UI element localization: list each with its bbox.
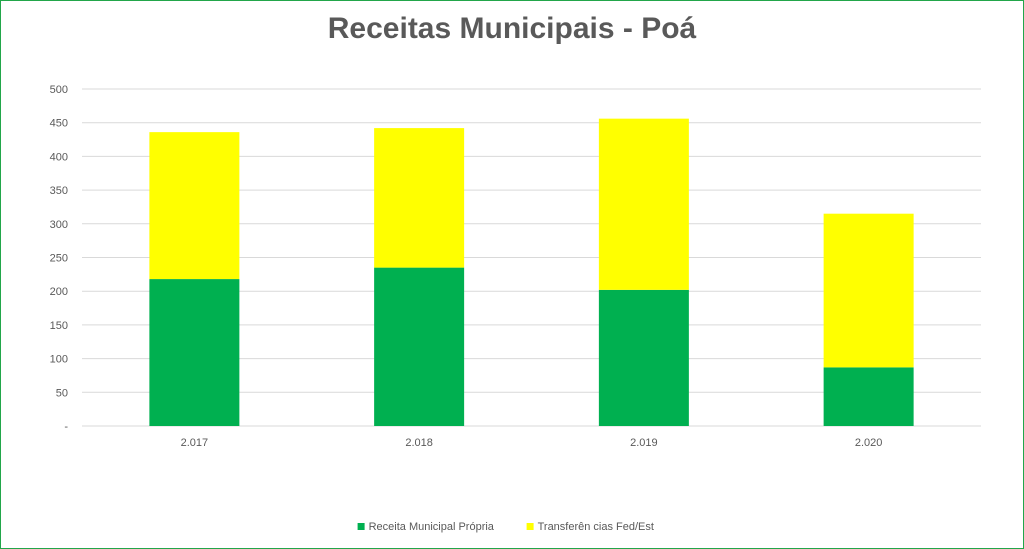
y-tick-label: 500	[50, 84, 68, 96]
y-tick-label: 200	[50, 286, 68, 298]
bar-receita-propria-1	[374, 267, 465, 426]
legend: Receita Municipal Própria Transferên cias…	[357, 521, 654, 533]
y-tick-label: 300	[50, 219, 68, 231]
bar-transferencias-3	[823, 213, 914, 368]
legend-swatch	[526, 523, 534, 530]
bar-receita-propria-0	[149, 279, 240, 426]
y-tick-label: 50	[56, 387, 68, 399]
y-tick-label: -	[64, 421, 68, 433]
y-tick-label: 400	[50, 151, 68, 163]
x-tick-label: 2.017	[181, 437, 209, 449]
chart-title: Receitas Municipais - Poá	[327, 12, 697, 45]
x-axis-ticks: 2.017 2.018 2.019 2.020	[181, 437, 883, 449]
bar-receita-propria-3	[823, 367, 914, 426]
y-tick-label: 100	[50, 354, 68, 366]
bar-transferencias-1	[374, 128, 465, 268]
legend-label: Transferên cias Fed/Est	[538, 521, 654, 533]
legend-swatch	[357, 523, 365, 530]
bar-receita-propria-2	[598, 289, 689, 426]
y-axis-ticks: - 50 100 150 200 250 300 350 400 450 500	[50, 84, 69, 433]
x-tick-label: 2.020	[855, 437, 883, 449]
y-tick-label: 450	[50, 118, 68, 130]
y-tick-label: 350	[50, 185, 68, 197]
bar-transferencias-0	[149, 132, 240, 280]
x-tick-label: 2.019	[630, 437, 658, 449]
bars	[149, 118, 914, 426]
x-tick-label: 2.018	[405, 437, 433, 449]
y-tick-label: 250	[50, 253, 68, 265]
legend-label: Receita Municipal Própria	[369, 521, 495, 533]
bar-transferencias-2	[598, 118, 689, 290]
y-tick-label: 150	[50, 320, 68, 332]
